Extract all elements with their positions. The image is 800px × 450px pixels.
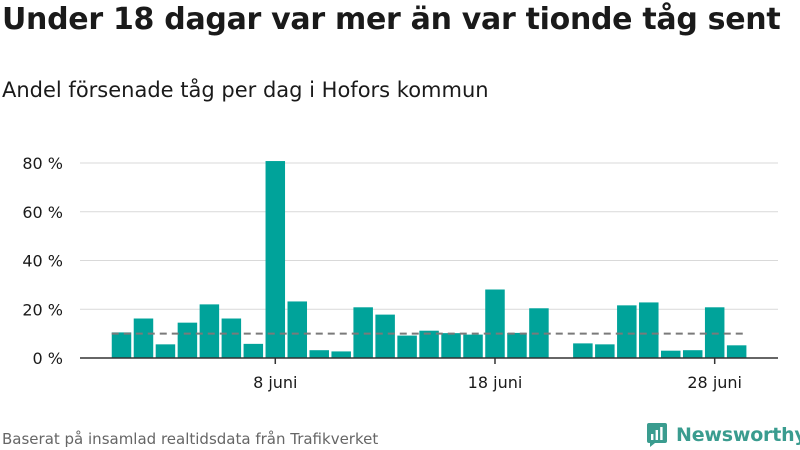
y-tick-label: 80 % [22, 154, 63, 173]
bar [111, 332, 132, 358]
y-tick-label: 60 % [22, 203, 63, 222]
bar [287, 301, 308, 358]
bar [177, 322, 198, 358]
bar [199, 304, 220, 358]
bar [397, 335, 417, 358]
bar [265, 161, 286, 358]
chart-subtitle: Andel försenade tåg per dag i Hofors kom… [2, 78, 489, 102]
bar-chart: 0 % 20 % 40 % 60 % 80 % 8 juni 18 juni 28 juni [22, 154, 778, 392]
bar [617, 305, 637, 358]
y-tick-label: 40 % [22, 252, 63, 271]
x-tick-label: 28 juni [687, 373, 742, 392]
brand-logo: Newsworthy [646, 421, 800, 449]
bar [353, 307, 373, 358]
y-tick-label: 20 % [22, 300, 63, 319]
bar [375, 314, 395, 358]
bar [682, 350, 703, 358]
source-note: Baserat på insamlad realtidsdata från Tr… [2, 430, 379, 448]
bar [726, 345, 747, 358]
bar [243, 343, 264, 358]
bar [419, 330, 439, 358]
bar [331, 351, 351, 358]
bar [595, 344, 615, 358]
chart-title: Under 18 dagar var mer än var tionde tåg… [2, 2, 781, 37]
x-tick-label: 18 juni [468, 373, 523, 392]
newsworthy-logo-icon [647, 423, 667, 447]
bar [485, 289, 505, 358]
bar [133, 318, 154, 358]
x-tick-label: 8 juni [253, 373, 297, 392]
y-tick-label: 0 % [33, 349, 63, 368]
bar [573, 343, 593, 358]
bar [507, 332, 527, 358]
bar [155, 344, 176, 358]
bar [463, 334, 483, 358]
bar [441, 333, 461, 358]
bar [639, 302, 659, 358]
bar [661, 350, 681, 358]
bar [529, 308, 549, 358]
brand-name: Newsworthy [676, 424, 800, 446]
bar [309, 350, 329, 358]
bar [221, 318, 242, 358]
